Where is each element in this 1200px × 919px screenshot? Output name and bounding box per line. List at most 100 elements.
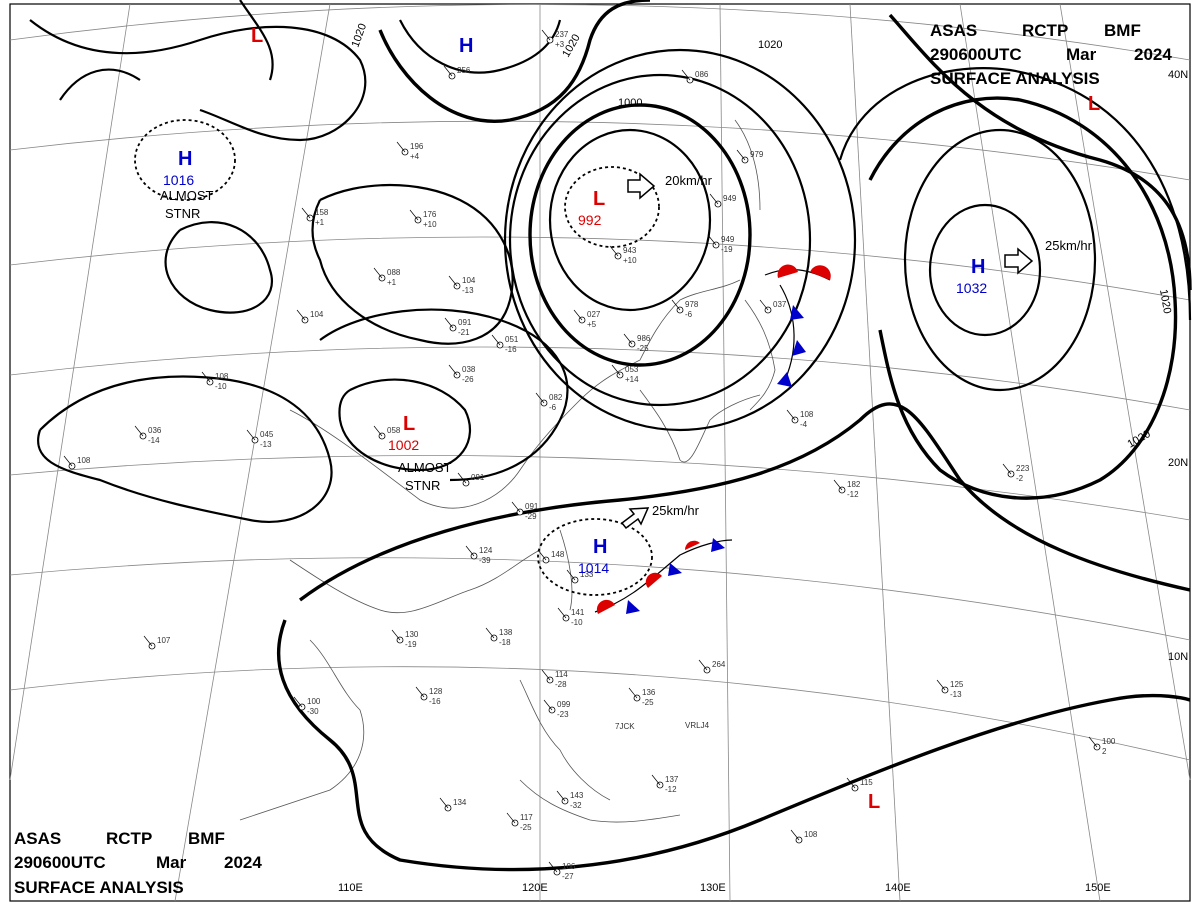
station-plot: 137-12 xyxy=(651,774,679,794)
isobars xyxy=(29,0,1192,872)
wind-barb xyxy=(201,371,211,383)
station-tendency: -2 xyxy=(1016,474,1024,483)
wind-barb xyxy=(846,777,856,789)
wind-barb xyxy=(541,29,551,41)
station-tendency: -12 xyxy=(665,785,677,794)
fronts xyxy=(594,264,831,614)
title-top-asas: ASAS xyxy=(930,21,977,40)
station-plot: 091-21 xyxy=(444,317,472,337)
pressure-center-letter: H xyxy=(971,256,985,278)
station-plot: 978-6 xyxy=(671,299,699,319)
station-plot: 124-39 xyxy=(465,545,493,565)
station-tendency: -27 xyxy=(562,872,574,881)
center-note: STNR xyxy=(165,206,200,221)
station-plot: 223-2 xyxy=(1002,463,1030,483)
station-plot: 108-10 xyxy=(201,371,229,391)
wind-barb xyxy=(448,275,458,287)
wind-barb xyxy=(143,635,153,647)
station-tendency: -23 xyxy=(557,710,569,719)
station-plot: 134 xyxy=(439,797,467,812)
station-pressure: 037 xyxy=(773,300,787,309)
station-tendency: -25 xyxy=(520,823,532,832)
station-tendency: -10 xyxy=(571,618,583,627)
station-plot: 136-25 xyxy=(628,687,656,707)
station-pressure: 979 xyxy=(750,150,764,159)
station-plot: 108 xyxy=(790,829,818,844)
wind-barb xyxy=(373,425,383,437)
wind-barb xyxy=(491,334,501,346)
wind-barb xyxy=(293,696,303,708)
wind-barb xyxy=(611,364,621,376)
station-plot: 100-30 xyxy=(293,696,321,716)
station-pressure: 027 xyxy=(587,310,601,319)
station-pressure: 130 xyxy=(405,630,419,639)
wind-barb xyxy=(296,309,306,321)
station-plot: 141-10 xyxy=(557,607,585,627)
wind-barb xyxy=(790,829,800,841)
station-pressure: 134 xyxy=(453,798,467,807)
station-pressure: 107 xyxy=(157,636,171,645)
wind-barb xyxy=(511,501,521,513)
station-tendency: -14 xyxy=(148,436,160,445)
station-pressure: 978 xyxy=(685,300,699,309)
station-pressure: 100 xyxy=(1102,737,1116,746)
station-pressure: 137 xyxy=(665,775,679,784)
wind-barb xyxy=(506,812,516,824)
station-plot: 182-12 xyxy=(833,479,861,499)
wind-barb xyxy=(759,299,769,311)
station-pressure: 237 xyxy=(555,30,569,39)
station-plot: 038-26 xyxy=(448,364,476,384)
station-plot: 114-28 xyxy=(541,669,568,689)
station-tendency: -26 xyxy=(462,375,474,384)
station-pressure: 125 xyxy=(950,680,964,689)
station-tendency: +3 xyxy=(555,40,565,49)
station-pressure: 091 xyxy=(471,473,485,482)
station-plot: 091 xyxy=(457,472,485,487)
station-tendency: -10 xyxy=(215,382,227,391)
pressure-center-value: 1016 xyxy=(163,172,194,188)
station-plot: 086 xyxy=(681,69,709,84)
station-plot: 051-16 xyxy=(491,334,519,354)
station-tendency: -32 xyxy=(570,801,582,810)
station-pressure: 124 xyxy=(479,546,493,555)
title-top-rctp: RCTP xyxy=(1022,21,1068,40)
title-top-month: Mar xyxy=(1066,45,1097,64)
station-pressure: 108 xyxy=(804,830,818,839)
pressure-center-letter: L xyxy=(403,413,415,435)
station-plot: 082-6 xyxy=(535,392,563,412)
station-plot: 107 xyxy=(143,635,171,650)
station-pressure: 082 xyxy=(549,393,563,402)
wind-barb xyxy=(543,699,553,711)
station-tendency: -39 xyxy=(479,556,491,565)
map-frame xyxy=(9,3,1191,902)
wind-barb xyxy=(671,299,681,311)
station-pressure: 091 xyxy=(525,502,539,511)
station-tendency: +14 xyxy=(625,375,639,384)
wind-barb xyxy=(786,409,796,421)
pressure-center-h: H 1014 25km/hr xyxy=(578,503,700,576)
wind-barb xyxy=(537,549,547,561)
station-plot: 115 xyxy=(846,777,873,792)
station-plot: 128-16 xyxy=(415,686,443,706)
wind-barb xyxy=(443,65,453,77)
title-bottom-bmf: BMF xyxy=(188,829,225,848)
pressure-center-l: L 1002 ALMOST STNR xyxy=(388,413,452,493)
station-tendency: -21 xyxy=(458,328,470,337)
motion-speed-label: 25km/hr xyxy=(652,503,700,518)
station-plot: 037 xyxy=(759,299,787,314)
wind-barb xyxy=(709,193,719,205)
station-pressure: 182 xyxy=(847,480,861,489)
station-tendency: -25 xyxy=(642,698,654,707)
station-pressure: 141 xyxy=(571,608,585,617)
wind-barb xyxy=(833,479,843,491)
station-plot: 045-13 xyxy=(246,429,274,449)
station-plot: 036-14 xyxy=(134,425,162,445)
station-pressure: 104 xyxy=(462,276,476,285)
isobar-value-label: 1020 xyxy=(758,39,782,51)
station-tendency: -25 xyxy=(637,344,649,353)
station-pressure: 133 xyxy=(580,570,594,579)
station-plot: 117-25 xyxy=(506,812,533,832)
latitude-grid xyxy=(9,4,1191,761)
